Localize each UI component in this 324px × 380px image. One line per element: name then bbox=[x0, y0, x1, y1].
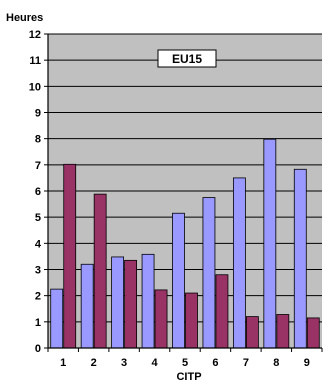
bar-series2-3 bbox=[124, 259, 138, 349]
x-tick-labels: 1 2 3 4 5 6 7 8 9 bbox=[47, 348, 323, 369]
x-tick-label: 3 bbox=[121, 357, 127, 369]
bar-series1-5 bbox=[172, 212, 185, 349]
bar-series2-7 bbox=[245, 316, 259, 349]
bar-series2-6 bbox=[215, 274, 229, 349]
y-tick-label: 5 bbox=[35, 212, 41, 224]
y-tick-label: 2 bbox=[35, 291, 41, 303]
y-tick-label: 7 bbox=[35, 160, 41, 172]
x-tick-label: 2 bbox=[91, 357, 97, 369]
x-tick-label: 6 bbox=[212, 357, 218, 369]
bar-series2-9 bbox=[306, 317, 320, 349]
y-tick-label: 1 bbox=[35, 317, 41, 329]
x-tick-label: 7 bbox=[243, 357, 249, 369]
y-tick-label: 8 bbox=[35, 134, 41, 146]
bar-series1-4 bbox=[141, 253, 155, 349]
y-tick-label: 4 bbox=[35, 238, 42, 250]
bar-series2-5 bbox=[185, 292, 198, 349]
x-tick-label: 1 bbox=[60, 357, 66, 369]
bar-series2-4 bbox=[154, 289, 168, 349]
bar-series1-3 bbox=[111, 256, 125, 349]
x-tick-label: 5 bbox=[182, 357, 188, 369]
x-tick-label: 9 bbox=[304, 357, 310, 369]
x-axis-label: CITP bbox=[176, 371, 201, 380]
bar-series2-2 bbox=[93, 193, 107, 349]
bars bbox=[50, 138, 320, 349]
bar-series1-9 bbox=[293, 168, 307, 349]
bar-series2-8 bbox=[276, 314, 290, 349]
x-tick-label: 8 bbox=[273, 357, 279, 369]
y-tick-label: 6 bbox=[35, 186, 41, 198]
y-tick-label: 0 bbox=[35, 343, 41, 355]
y-tick-label: 12 bbox=[29, 29, 41, 41]
bar-series1-6 bbox=[202, 197, 216, 349]
bar-series1-2 bbox=[80, 263, 94, 349]
bar-series1-8 bbox=[263, 138, 277, 349]
y-axis-label: Heures bbox=[6, 12, 43, 24]
bar-series1-1 bbox=[50, 288, 64, 349]
x-tick-label: 4 bbox=[151, 357, 158, 369]
annotation-label: EU15 bbox=[172, 52, 202, 66]
y-tick-label: 10 bbox=[29, 81, 41, 93]
annotation-box: EU15 bbox=[157, 49, 217, 68]
y-tick-label: 3 bbox=[35, 265, 41, 277]
bar-series1-7 bbox=[232, 177, 246, 349]
bar-series2-1 bbox=[63, 163, 77, 349]
y-tick-label: 9 bbox=[35, 108, 41, 120]
y-tick-label: 11 bbox=[29, 55, 41, 67]
